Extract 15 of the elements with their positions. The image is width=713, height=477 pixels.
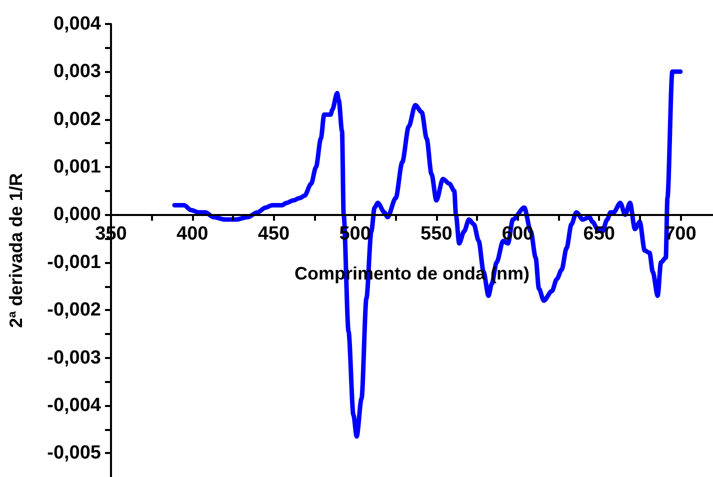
y-tick-label: 0,004 [53,14,102,34]
y-tick-label: -0,002 [47,300,101,321]
y-tick-label: 0,000 [53,204,101,226]
y-axis-title: 2ª derivada de 1/R [6,173,26,328]
y-tick-label: -0,001 [47,252,102,273]
x-tick-label: 450 [258,224,290,245]
y-tick-label: -0,003 [47,347,101,368]
y-tick-label: -0,004 [47,394,102,416]
x-tick-label: 550 [420,224,452,245]
y-tick-label: 0,003 [53,61,101,82]
y-tick-label: 0,002 [53,108,101,130]
x-tick-label: 650 [583,224,615,245]
y-tick-label: 0,001 [53,156,102,178]
x-tick-label: 400 [176,224,208,245]
y-tick-label: -0,005 [47,442,102,464]
